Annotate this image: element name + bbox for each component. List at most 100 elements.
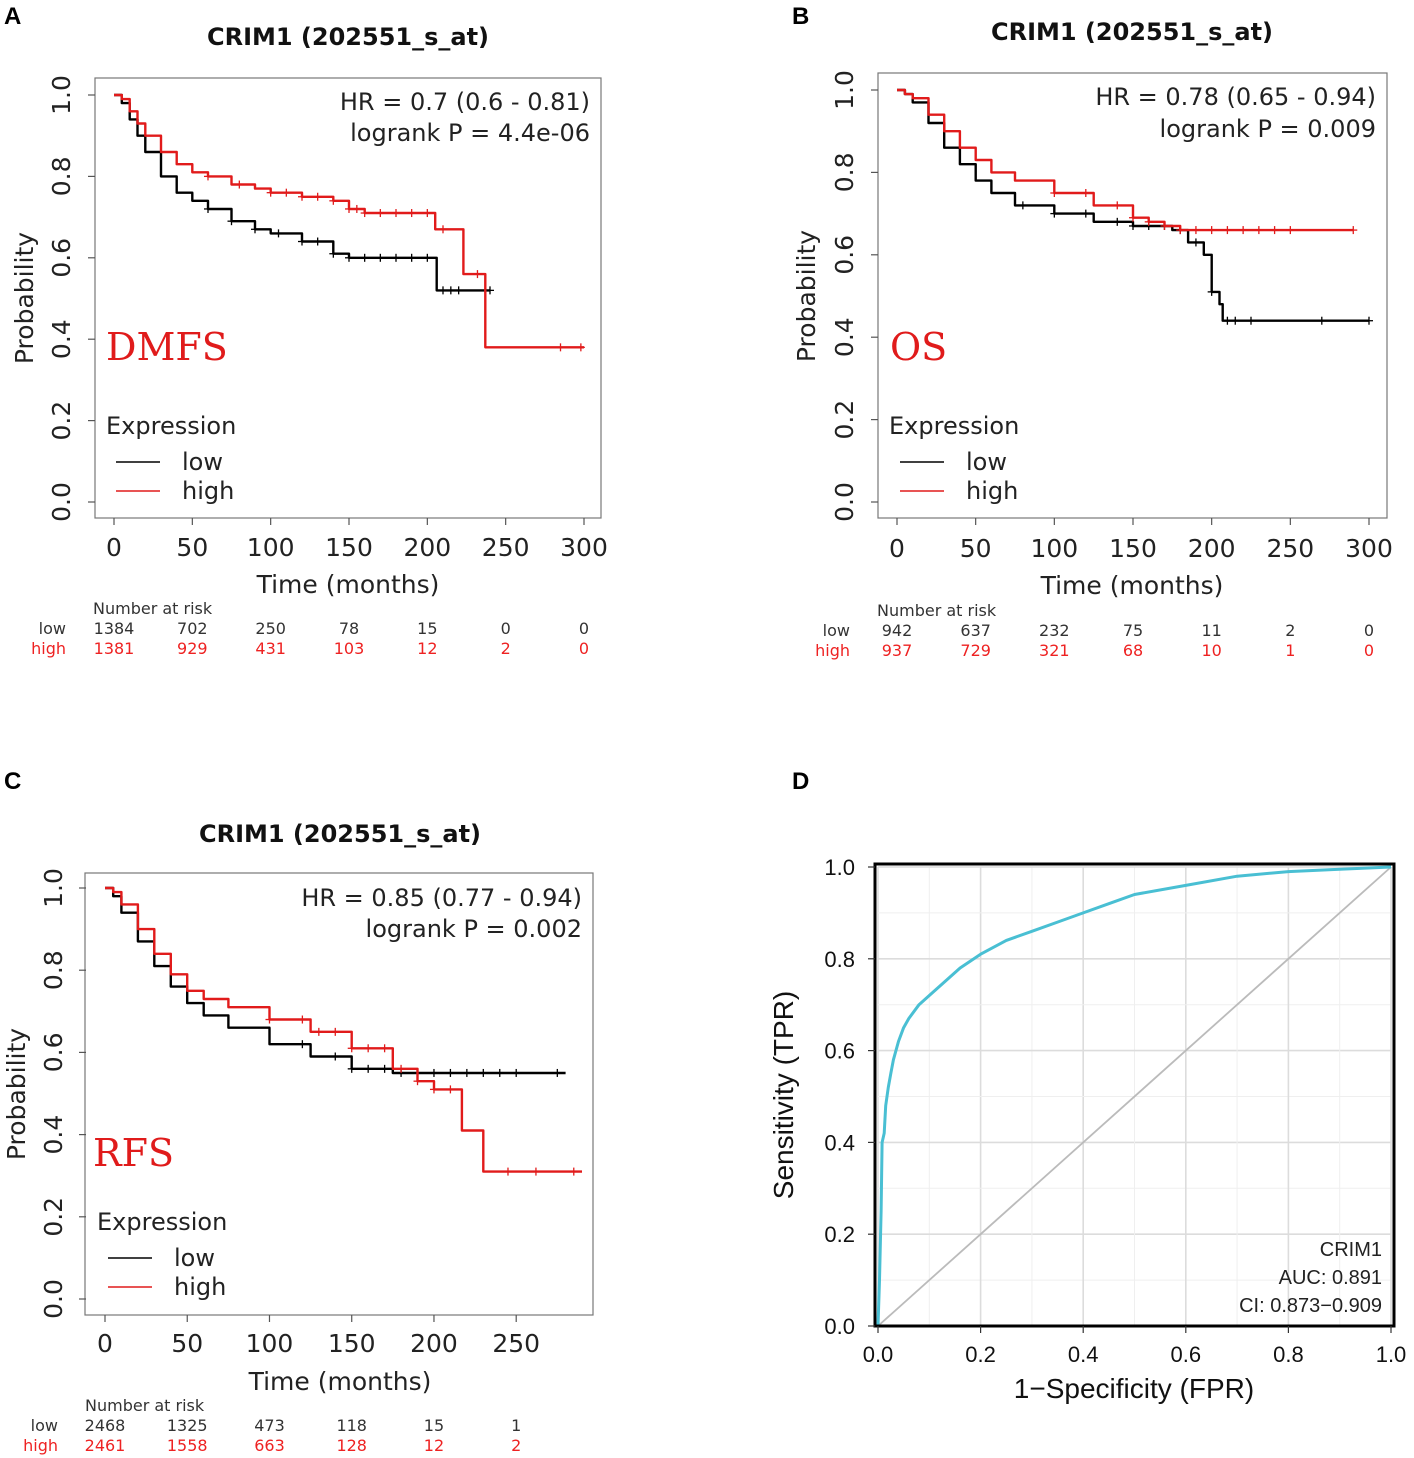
risk-value-high: 937 xyxy=(882,641,913,660)
x-tick-label: 200 xyxy=(410,1329,458,1358)
x-tick-label: 50 xyxy=(171,1329,203,1358)
roc-grid xyxy=(877,866,1392,1327)
censor-mark-high xyxy=(531,1167,540,1176)
logrank-text: logrank P = 0.002 xyxy=(366,915,582,943)
censor-mark-high xyxy=(298,192,306,201)
risk-value-high: 729 xyxy=(960,641,991,660)
legend-label-high: high xyxy=(174,1273,226,1301)
risk-row-label-high: high xyxy=(23,1436,58,1455)
plot-title: CRIM1 (202551_s_at) xyxy=(207,23,489,51)
censor-mark-low xyxy=(1129,221,1137,230)
endpoint-label: RFS xyxy=(93,1131,174,1175)
risk-value-low: 250 xyxy=(255,619,286,638)
legend-label-low: low xyxy=(966,448,1007,476)
censor-mark-low xyxy=(462,1068,471,1077)
x-tick-label: 0.6 xyxy=(1171,1342,1202,1367)
censor-mark-low xyxy=(331,1052,340,1061)
plot-title: CRIM1 (202551_s_at) xyxy=(991,18,1273,46)
km-curve-high xyxy=(105,886,582,1173)
km-curve-high xyxy=(897,88,1354,232)
endpoint-label: DMFS xyxy=(106,325,228,369)
legend-label-high: high xyxy=(182,477,234,505)
x-axis-label: Time (months) xyxy=(256,570,440,599)
risk-value-high: 103 xyxy=(334,639,365,658)
roc-annotation-auc: AUC: 0.891 xyxy=(1279,1267,1382,1289)
censor-mark-high xyxy=(1160,221,1169,230)
censor-mark-low xyxy=(298,1040,307,1049)
risk-value-high: 12 xyxy=(417,639,437,658)
censor-mark-high xyxy=(1050,189,1059,197)
y-tick-label: 0.4 xyxy=(47,319,76,359)
x-axis-label: Time (months) xyxy=(248,1367,432,1396)
censor-mark-low xyxy=(204,204,212,213)
y-tick-label: 0.8 xyxy=(39,950,68,990)
censor-mark-high xyxy=(1286,226,1295,235)
y-axis-label: Probability xyxy=(10,232,39,364)
censor-mark-high xyxy=(407,209,416,218)
risk-header: Number at risk xyxy=(93,599,213,618)
censor-mark-high xyxy=(1113,201,1122,210)
censor-mark-high xyxy=(345,204,353,213)
censor-mark-high xyxy=(423,209,432,218)
risk-value-low: 637 xyxy=(960,621,991,640)
x-tick-label: 150 xyxy=(328,1329,376,1358)
censor-mark-low xyxy=(1365,316,1373,325)
censor-mark-high xyxy=(1081,189,1090,197)
censor-mark-high xyxy=(235,180,244,189)
x-tick-label: 0 xyxy=(889,534,905,563)
censor-mark-high xyxy=(1270,226,1279,235)
x-tick-label: 250 xyxy=(1266,534,1314,563)
censor-mark-low xyxy=(1207,287,1216,296)
risk-row-label-low: low xyxy=(31,1416,58,1435)
y-tick-label: 0.6 xyxy=(830,235,859,275)
y-tick-label: 0.0 xyxy=(830,482,859,522)
censor-mark-low xyxy=(1223,316,1232,325)
legend-label-high: high xyxy=(966,477,1018,505)
censor-mark-low xyxy=(479,1068,488,1077)
legend-title: Expression xyxy=(106,412,236,440)
censor-mark-low xyxy=(1081,209,1090,218)
roc-panel-d: 0.0 0.2 0.4 0.6 0.8 1.0 0.0 0.2 0.4 0.6 0.8 1.0 CRI… xyxy=(768,855,1406,1404)
censor-mark-low xyxy=(360,253,369,262)
y-tick-label: 0.8 xyxy=(830,153,859,193)
censor-mark-high xyxy=(204,172,212,181)
curves-a xyxy=(114,93,585,352)
censor-mark-low xyxy=(364,1064,373,1073)
risk-value-low: 702 xyxy=(177,619,208,638)
censor-mark-high xyxy=(503,1167,512,1176)
censor-mark-high xyxy=(360,209,369,218)
censor-mark-high xyxy=(1129,213,1137,222)
legend-label-low: low xyxy=(174,1244,215,1272)
y-tick-label: 0.2 xyxy=(47,401,76,441)
risk-value-high: 10 xyxy=(1201,641,1221,660)
y-tick-label: 0.0 xyxy=(39,1279,68,1319)
y-tick-label: 0.4 xyxy=(39,1115,68,1155)
km-panel-a: CRIM1 (202551_s_at) 0 50 100 150 200 250 3000.… xyxy=(10,23,608,658)
km-panel-c: CRIM1 (202551_s_at) 0 50 100 150 200 250 0.0 0.… xyxy=(2,820,594,1455)
legend-label-low: low xyxy=(182,448,223,476)
roc-frame xyxy=(873,862,1396,1328)
risk-value-high: 12 xyxy=(424,1436,444,1455)
risk-row-label-low: low xyxy=(823,621,850,640)
censor-mark-high xyxy=(569,1167,578,1176)
risk-value-high: 431 xyxy=(255,639,286,658)
risk-value-low: 11 xyxy=(1201,621,1221,640)
panel-label-a: A xyxy=(4,3,21,30)
censor-mark-high xyxy=(298,1015,307,1024)
censor-mark-high xyxy=(265,1015,274,1024)
risk-value-high: 929 xyxy=(177,639,208,658)
risk-value-high: 68 xyxy=(1123,641,1143,660)
censor-mark-high xyxy=(352,204,361,213)
censor-mark-low xyxy=(446,286,455,295)
y-tick-label: 0.8 xyxy=(824,947,855,972)
roc-annotation-marker: CRIM1 xyxy=(1320,1239,1382,1261)
censor-mark-high xyxy=(1207,226,1216,235)
censor-mark-low xyxy=(298,237,306,246)
panel-label-b: B xyxy=(792,3,809,30)
y-tick-label: 1.0 xyxy=(824,855,855,880)
risk-row-label-low: low xyxy=(39,619,66,638)
censor-mark-low xyxy=(251,225,259,234)
y-axis-label: Probability xyxy=(2,1028,31,1160)
x-tick-label: 100 xyxy=(246,1329,294,1358)
censor-mark-low xyxy=(1191,238,1200,247)
